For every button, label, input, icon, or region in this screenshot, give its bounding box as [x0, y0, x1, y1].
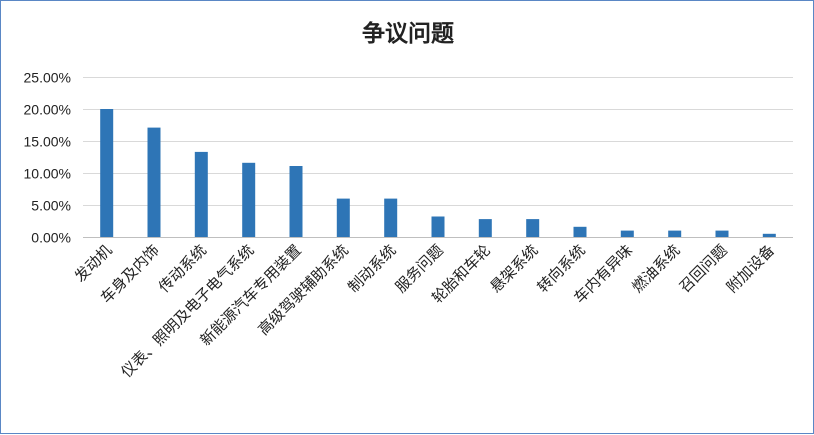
x-tick-label: 悬架系统: [486, 241, 541, 296]
bar: [573, 226, 587, 237]
bar: [100, 109, 114, 237]
bar: [526, 219, 540, 237]
bar: [336, 198, 350, 237]
x-tick-label: 召回问题: [676, 241, 731, 296]
bar: [715, 230, 729, 237]
y-axis-ticks: 0.00% 5.00% 10.00% 15.00% 20.00% 25.00%: [24, 70, 71, 246]
bar: [384, 198, 398, 237]
chart-title: 争议问题: [362, 20, 454, 47]
x-tick-label: 附加设备: [723, 241, 778, 296]
bars: [100, 109, 776, 237]
bar: [242, 162, 256, 237]
y-tick-label: 25.00%: [24, 70, 71, 86]
y-tick-label: 20.00%: [24, 102, 71, 118]
bar: [762, 233, 776, 237]
y-tick-label: 0.00%: [31, 230, 71, 246]
y-tick-label: 10.00%: [24, 166, 71, 182]
x-tick-label: 燃油系统: [628, 241, 683, 296]
bar: [620, 230, 634, 237]
bar: [194, 151, 208, 237]
bar: [147, 127, 161, 237]
bar: [668, 230, 682, 237]
gridlines: [83, 77, 793, 206]
bar: [431, 216, 445, 237]
bar: [289, 166, 303, 237]
y-tick-label: 15.00%: [24, 134, 71, 150]
y-tick-label: 5.00%: [31, 198, 71, 214]
x-tick-label: 制动系统: [344, 241, 399, 296]
x-tick-label: 高级驾驶辅助系统: [255, 241, 353, 339]
x-axis-ticks: 发动机车身及内饰传动系统仪表、照明及电子电气系统新能源汽车专用装置高级驾驶辅助系…: [71, 241, 778, 381]
x-tick-label: 发动机: [71, 241, 116, 286]
bar: [478, 219, 492, 237]
